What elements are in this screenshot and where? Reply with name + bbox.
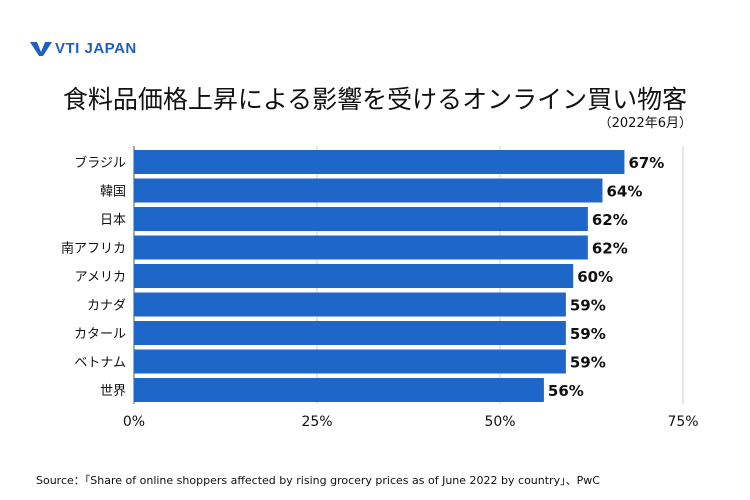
value-label: 59% — [570, 297, 606, 315]
category-label: アメリカ — [75, 270, 126, 285]
category-label: 南アフリカ — [61, 241, 126, 257]
bar — [134, 292, 566, 317]
value-label: 59% — [570, 325, 606, 343]
chart-subtitle: （2022年6月） — [598, 116, 692, 131]
category-label: カタール — [74, 327, 126, 342]
logo-mark-icon — [30, 41, 52, 56]
x-tick-label: 75% — [667, 414, 698, 430]
logo-text: VTI JAPAN — [55, 40, 137, 57]
bar — [134, 235, 588, 260]
bar — [134, 178, 603, 203]
bar — [134, 264, 574, 288]
category-label: ブラジル — [74, 155, 126, 171]
value-label: 56% — [548, 382, 584, 400]
category-label: 世界 — [100, 384, 126, 399]
chart-title: 食料品価格上昇による影響を受けるオンライン買い物客 — [62, 85, 688, 114]
value-label: 59% — [570, 354, 606, 372]
bar — [134, 378, 544, 402]
category-label: カナダ — [87, 299, 126, 314]
category-label: 韓国 — [100, 185, 126, 200]
value-label: 62% — [592, 211, 628, 229]
bar — [134, 150, 625, 174]
bar — [134, 349, 566, 374]
x-tick-label: 25% — [301, 414, 332, 430]
value-label: 62% — [592, 240, 628, 258]
value-label: 67% — [628, 154, 664, 172]
value-label: 60% — [577, 268, 613, 286]
source-note: Source：「Share of online shoppers affecte… — [36, 474, 600, 487]
value-label: 64% — [606, 183, 642, 201]
bar — [134, 207, 588, 231]
bar — [134, 321, 566, 345]
category-label: 日本 — [100, 213, 126, 228]
x-tick-label: 0% — [123, 414, 145, 430]
logo: VTI JAPAN — [30, 40, 137, 57]
category-label: ベトナム — [74, 356, 126, 371]
x-tick-label: 50% — [484, 414, 515, 430]
